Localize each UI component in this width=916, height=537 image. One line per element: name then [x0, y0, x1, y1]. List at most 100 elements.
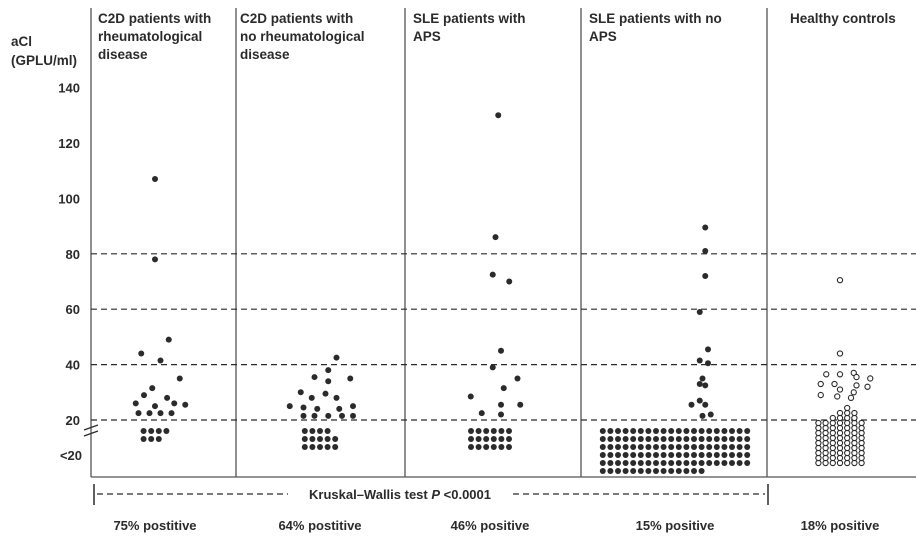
data-point-below-20	[660, 428, 667, 434]
data-point-below-20	[698, 452, 705, 458]
data-point	[831, 380, 838, 388]
data-point-below-20	[599, 428, 606, 434]
data-point-below-20	[622, 444, 629, 450]
data-point	[498, 401, 504, 408]
data-point	[325, 378, 332, 385]
data-point-below-20	[822, 429, 829, 437]
data-point-below-20	[736, 460, 743, 466]
data-point	[347, 375, 354, 382]
data-point-below-20	[836, 409, 844, 417]
data-point-below-20	[317, 436, 323, 442]
data-point-below-20	[698, 468, 705, 474]
data-point-below-20	[483, 428, 490, 434]
data-point-below-20	[645, 436, 652, 442]
data-point	[314, 405, 321, 412]
data-point	[322, 390, 329, 397]
data-point-below-20	[829, 449, 836, 457]
data-point-below-20	[660, 436, 667, 442]
data-point-below-20	[736, 444, 743, 450]
data-point-below-20	[691, 436, 697, 442]
data-point	[157, 410, 164, 417]
data-point	[171, 400, 178, 407]
data-point-below-20	[675, 460, 682, 466]
data-point-below-20	[653, 436, 659, 442]
data-point-below-20	[822, 434, 829, 442]
data-point-below-20	[599, 436, 606, 442]
group-footer: 15% positive	[636, 518, 715, 533]
data-point	[498, 347, 504, 354]
data-point-below-20	[822, 444, 829, 452]
data-point	[467, 393, 474, 400]
data-point-below-20	[668, 444, 675, 450]
data-point-below-20	[490, 436, 497, 442]
data-point-below-20	[706, 436, 713, 442]
data-point-below-20	[668, 436, 675, 442]
data-point	[702, 272, 709, 279]
data-point-below-20	[829, 419, 836, 427]
group-title-line: APS	[589, 29, 617, 44]
data-point-below-20	[829, 459, 836, 467]
group-title-line: SLE patients with no	[589, 11, 722, 26]
data-point-below-20	[844, 439, 851, 447]
data-point-below-20	[622, 452, 629, 458]
data-point-below-20	[155, 428, 162, 434]
data-point-below-20	[736, 428, 743, 434]
data-point	[699, 375, 706, 382]
data-point-below-20	[683, 428, 690, 434]
group-footer: 75% postitive	[113, 518, 196, 533]
data-point-below-20	[698, 436, 705, 442]
data-point-below-20	[637, 452, 644, 458]
data-point-below-20	[483, 444, 490, 450]
data-point-below-20	[309, 444, 316, 450]
data-point	[847, 394, 855, 401]
data-point-below-20	[475, 436, 482, 442]
data-point-below-20	[721, 452, 728, 458]
data-point-below-20	[691, 444, 697, 450]
data-point-below-20	[815, 434, 822, 442]
data-point-below-20	[698, 444, 705, 450]
data-point-below-20	[736, 436, 743, 442]
data-point	[836, 350, 844, 357]
y-tick-label: 120	[58, 136, 80, 151]
data-point-below-20	[309, 436, 316, 442]
data-point-below-20	[844, 449, 851, 457]
data-point-below-20	[498, 428, 505, 434]
data-point-below-20	[498, 444, 505, 450]
data-point-below-20	[815, 444, 822, 452]
data-point-below-20	[668, 452, 675, 458]
data-point-below-20	[309, 428, 316, 434]
data-point	[132, 400, 139, 407]
data-point	[152, 403, 158, 410]
data-point-below-20	[844, 404, 851, 412]
y-tick-label: 100	[58, 191, 80, 206]
data-point-below-20	[140, 436, 147, 442]
data-point	[182, 401, 189, 408]
data-point-below-20	[630, 444, 637, 450]
data-point-below-20	[148, 436, 155, 442]
data-point-below-20	[483, 436, 490, 442]
data-point-below-20	[836, 444, 844, 452]
data-point-below-20	[815, 454, 822, 462]
data-point-below-20	[607, 452, 614, 458]
data-point	[702, 401, 709, 408]
data-point-below-20	[851, 454, 858, 462]
data-point-below-20	[822, 424, 829, 432]
group-title-line: C2D patients with	[240, 11, 353, 26]
data-point-below-20	[140, 428, 147, 434]
data-point-below-20	[836, 454, 844, 462]
data-point-below-20	[683, 468, 690, 474]
group-title-line: APS	[413, 29, 441, 44]
group-titles: C2D patients with rheumatological disease C…	[98, 11, 896, 62]
data-point-below-20	[506, 428, 512, 434]
data-point-below-20	[829, 429, 836, 437]
y-tick-label: 140	[58, 81, 80, 96]
data-point-below-20	[607, 428, 614, 434]
data-point	[702, 248, 709, 255]
data-point	[336, 405, 343, 412]
data-point-below-20	[675, 468, 682, 474]
data-point-below-20	[729, 444, 735, 450]
data-point-below-20	[301, 428, 308, 434]
data-point	[308, 394, 315, 401]
y-tick-label: 20	[66, 413, 80, 428]
